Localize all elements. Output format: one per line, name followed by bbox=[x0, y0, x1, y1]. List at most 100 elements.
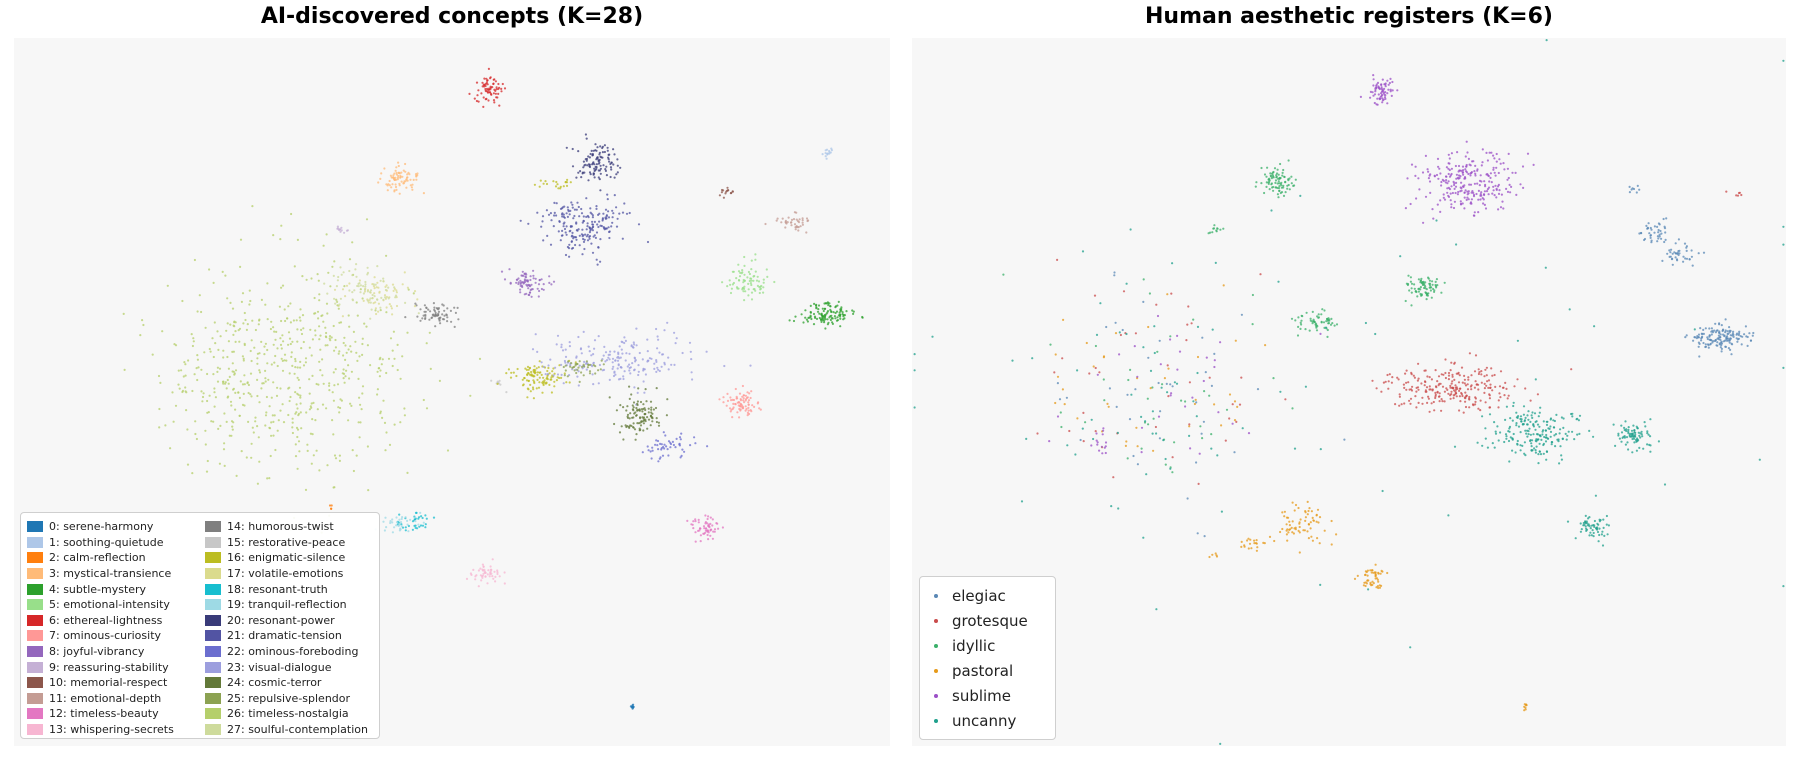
data-point bbox=[1125, 282, 1128, 285]
data-point bbox=[1437, 165, 1440, 168]
data-point bbox=[1589, 527, 1592, 530]
data-point bbox=[321, 403, 325, 406]
data-point bbox=[496, 96, 499, 99]
data-point bbox=[1330, 519, 1333, 523]
data-point bbox=[1470, 388, 1473, 391]
data-point bbox=[652, 408, 656, 411]
data-point bbox=[412, 178, 415, 181]
data-point bbox=[1114, 332, 1118, 335]
data-point bbox=[248, 289, 251, 292]
data-point bbox=[1208, 376, 1211, 379]
data-point bbox=[565, 225, 568, 228]
series-11-emotional-depth bbox=[764, 211, 810, 234]
data-point bbox=[737, 287, 740, 290]
data-point bbox=[196, 358, 199, 361]
data-point bbox=[1192, 400, 1195, 403]
data-point bbox=[1304, 511, 1307, 514]
data-point bbox=[343, 285, 346, 288]
data-point bbox=[1423, 286, 1426, 290]
data-point bbox=[656, 347, 659, 350]
data-point bbox=[562, 365, 565, 369]
data-point bbox=[1730, 342, 1733, 345]
data-point bbox=[1738, 332, 1741, 335]
data-point bbox=[1469, 174, 1472, 177]
data-point bbox=[776, 217, 779, 220]
data-point bbox=[1649, 418, 1652, 421]
legend-item: sublime bbox=[920, 683, 1028, 708]
data-point bbox=[336, 279, 339, 282]
data-point bbox=[1429, 289, 1432, 292]
data-point bbox=[1690, 255, 1693, 258]
data-point bbox=[754, 270, 757, 273]
data-point bbox=[586, 225, 589, 228]
data-point bbox=[630, 424, 633, 427]
data-point bbox=[596, 223, 599, 226]
data-point bbox=[216, 370, 219, 373]
data-point bbox=[483, 77, 486, 80]
data-point bbox=[583, 247, 586, 251]
data-point bbox=[546, 374, 549, 378]
data-point bbox=[266, 348, 269, 352]
data-point bbox=[1491, 442, 1494, 445]
data-point bbox=[1586, 522, 1589, 525]
data-point bbox=[616, 164, 619, 167]
data-point bbox=[643, 391, 646, 394]
data-point bbox=[383, 529, 386, 532]
data-point bbox=[264, 424, 267, 427]
data-point bbox=[245, 456, 248, 459]
data-point bbox=[1477, 372, 1480, 376]
data-point bbox=[394, 294, 398, 297]
data-point bbox=[556, 373, 560, 376]
data-point bbox=[318, 293, 321, 296]
data-point bbox=[384, 296, 387, 299]
data-point bbox=[1682, 255, 1685, 258]
data-point bbox=[1273, 167, 1277, 170]
data-point bbox=[792, 319, 796, 323]
data-point bbox=[585, 368, 588, 371]
data-point bbox=[560, 373, 563, 376]
data-point bbox=[356, 359, 359, 362]
data-point bbox=[404, 316, 407, 319]
data-point bbox=[395, 524, 398, 527]
data-point bbox=[741, 271, 744, 274]
legend-marker bbox=[934, 618, 938, 623]
data-point bbox=[496, 572, 499, 576]
data-point bbox=[828, 149, 831, 153]
data-point bbox=[1628, 191, 1631, 194]
data-point bbox=[486, 79, 489, 82]
data-point bbox=[308, 378, 311, 381]
data-point bbox=[1483, 203, 1486, 206]
data-point bbox=[395, 166, 398, 169]
data-point bbox=[285, 359, 288, 362]
data-point bbox=[1483, 387, 1486, 390]
data-point bbox=[1560, 454, 1563, 457]
data-point bbox=[1276, 193, 1279, 196]
data-point bbox=[396, 178, 399, 181]
data-point bbox=[486, 573, 489, 576]
data-point bbox=[616, 217, 619, 220]
data-point bbox=[1567, 430, 1570, 433]
legend-label: 7: ominous-curiosity bbox=[49, 629, 162, 643]
data-point bbox=[1136, 445, 1139, 448]
data-point bbox=[158, 426, 161, 429]
data-point bbox=[343, 231, 346, 234]
data-point bbox=[279, 387, 282, 390]
data-point bbox=[1315, 520, 1318, 523]
data-point bbox=[1333, 324, 1336, 327]
data-point bbox=[1312, 318, 1315, 321]
data-point bbox=[638, 427, 641, 430]
data-point bbox=[1219, 341, 1222, 344]
data-point bbox=[256, 362, 259, 365]
data-point bbox=[657, 421, 661, 424]
data-point bbox=[612, 365, 615, 368]
data-point bbox=[843, 314, 847, 317]
data-point bbox=[407, 288, 410, 291]
data-point bbox=[469, 394, 472, 397]
data-point bbox=[1722, 340, 1725, 343]
data-point bbox=[503, 87, 507, 90]
data-point bbox=[1170, 392, 1173, 395]
data-point bbox=[790, 224, 793, 227]
data-point bbox=[669, 446, 672, 449]
data-point bbox=[406, 331, 409, 334]
data-point bbox=[342, 377, 345, 380]
